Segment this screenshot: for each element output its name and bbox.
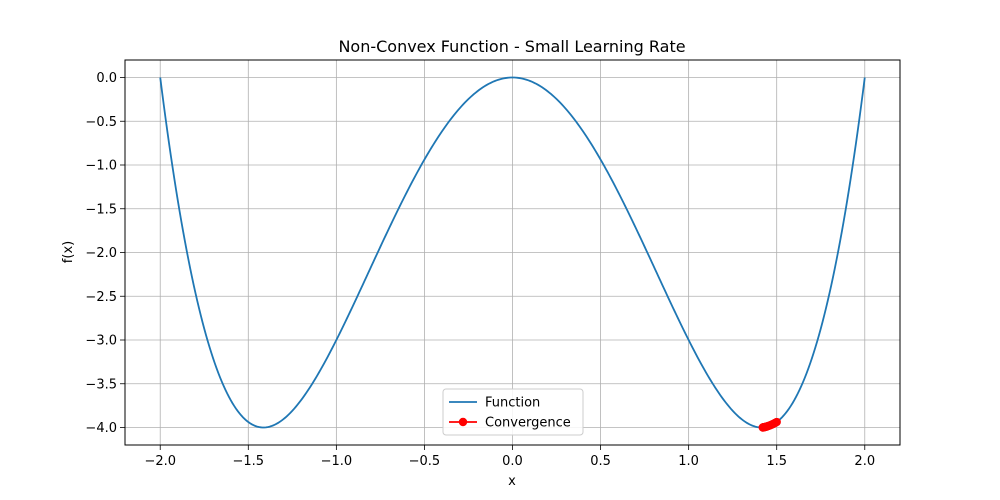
- x-tick-label: −1.0: [321, 454, 353, 469]
- y-tick-label: −1.0: [85, 159, 117, 174]
- y-tick-label: −3.5: [85, 377, 117, 392]
- x-tick-label: 2.0: [854, 454, 875, 469]
- y-axis-label: f(x): [61, 241, 76, 263]
- function-series-line: [159, 76, 866, 429]
- y-tick-label: −1.5: [85, 202, 117, 217]
- legend-box: [442, 388, 584, 436]
- x-axis: −2.0 −1.5 −1.0 −0.5 0.0 0.5 1.0 1.5 2.0: [144, 445, 875, 469]
- x-tick-label: −1.5: [233, 454, 265, 469]
- legend: Function Convergence: [442, 388, 584, 436]
- x-tick-label: −2.0: [144, 454, 176, 469]
- x-tick-label: 0.0: [502, 454, 523, 469]
- x-tick-label: 1.0: [678, 454, 699, 469]
- x-tick-label: −0.5: [409, 454, 441, 469]
- x-axis-label: x: [508, 474, 516, 489]
- chart-title: Non-Convex Function - Small Learning Rat…: [338, 37, 685, 56]
- x-tick-label: 1.5: [766, 454, 787, 469]
- legend-convergence-label: Convergence: [485, 416, 571, 431]
- plot-area: [159, 76, 866, 432]
- legend-convergence-marker: [458, 417, 468, 427]
- legend-function-label: Function: [485, 396, 540, 411]
- y-tick-label: −3.0: [85, 334, 117, 349]
- y-axis: 0.0 −0.5 −1.0 −1.5 −2.0 −2.5 −3.0 −3.5 −4.0: [85, 71, 125, 436]
- y-tick-label: −4.0: [85, 421, 117, 436]
- x-tick-label: 0.5: [590, 454, 611, 469]
- y-tick-label: −0.5: [85, 115, 117, 130]
- y-tick-label: 0.0: [96, 71, 117, 86]
- y-tick-label: −2.5: [85, 290, 117, 305]
- y-tick-label: −2.0: [85, 246, 117, 261]
- convergence-point: [758, 423, 767, 432]
